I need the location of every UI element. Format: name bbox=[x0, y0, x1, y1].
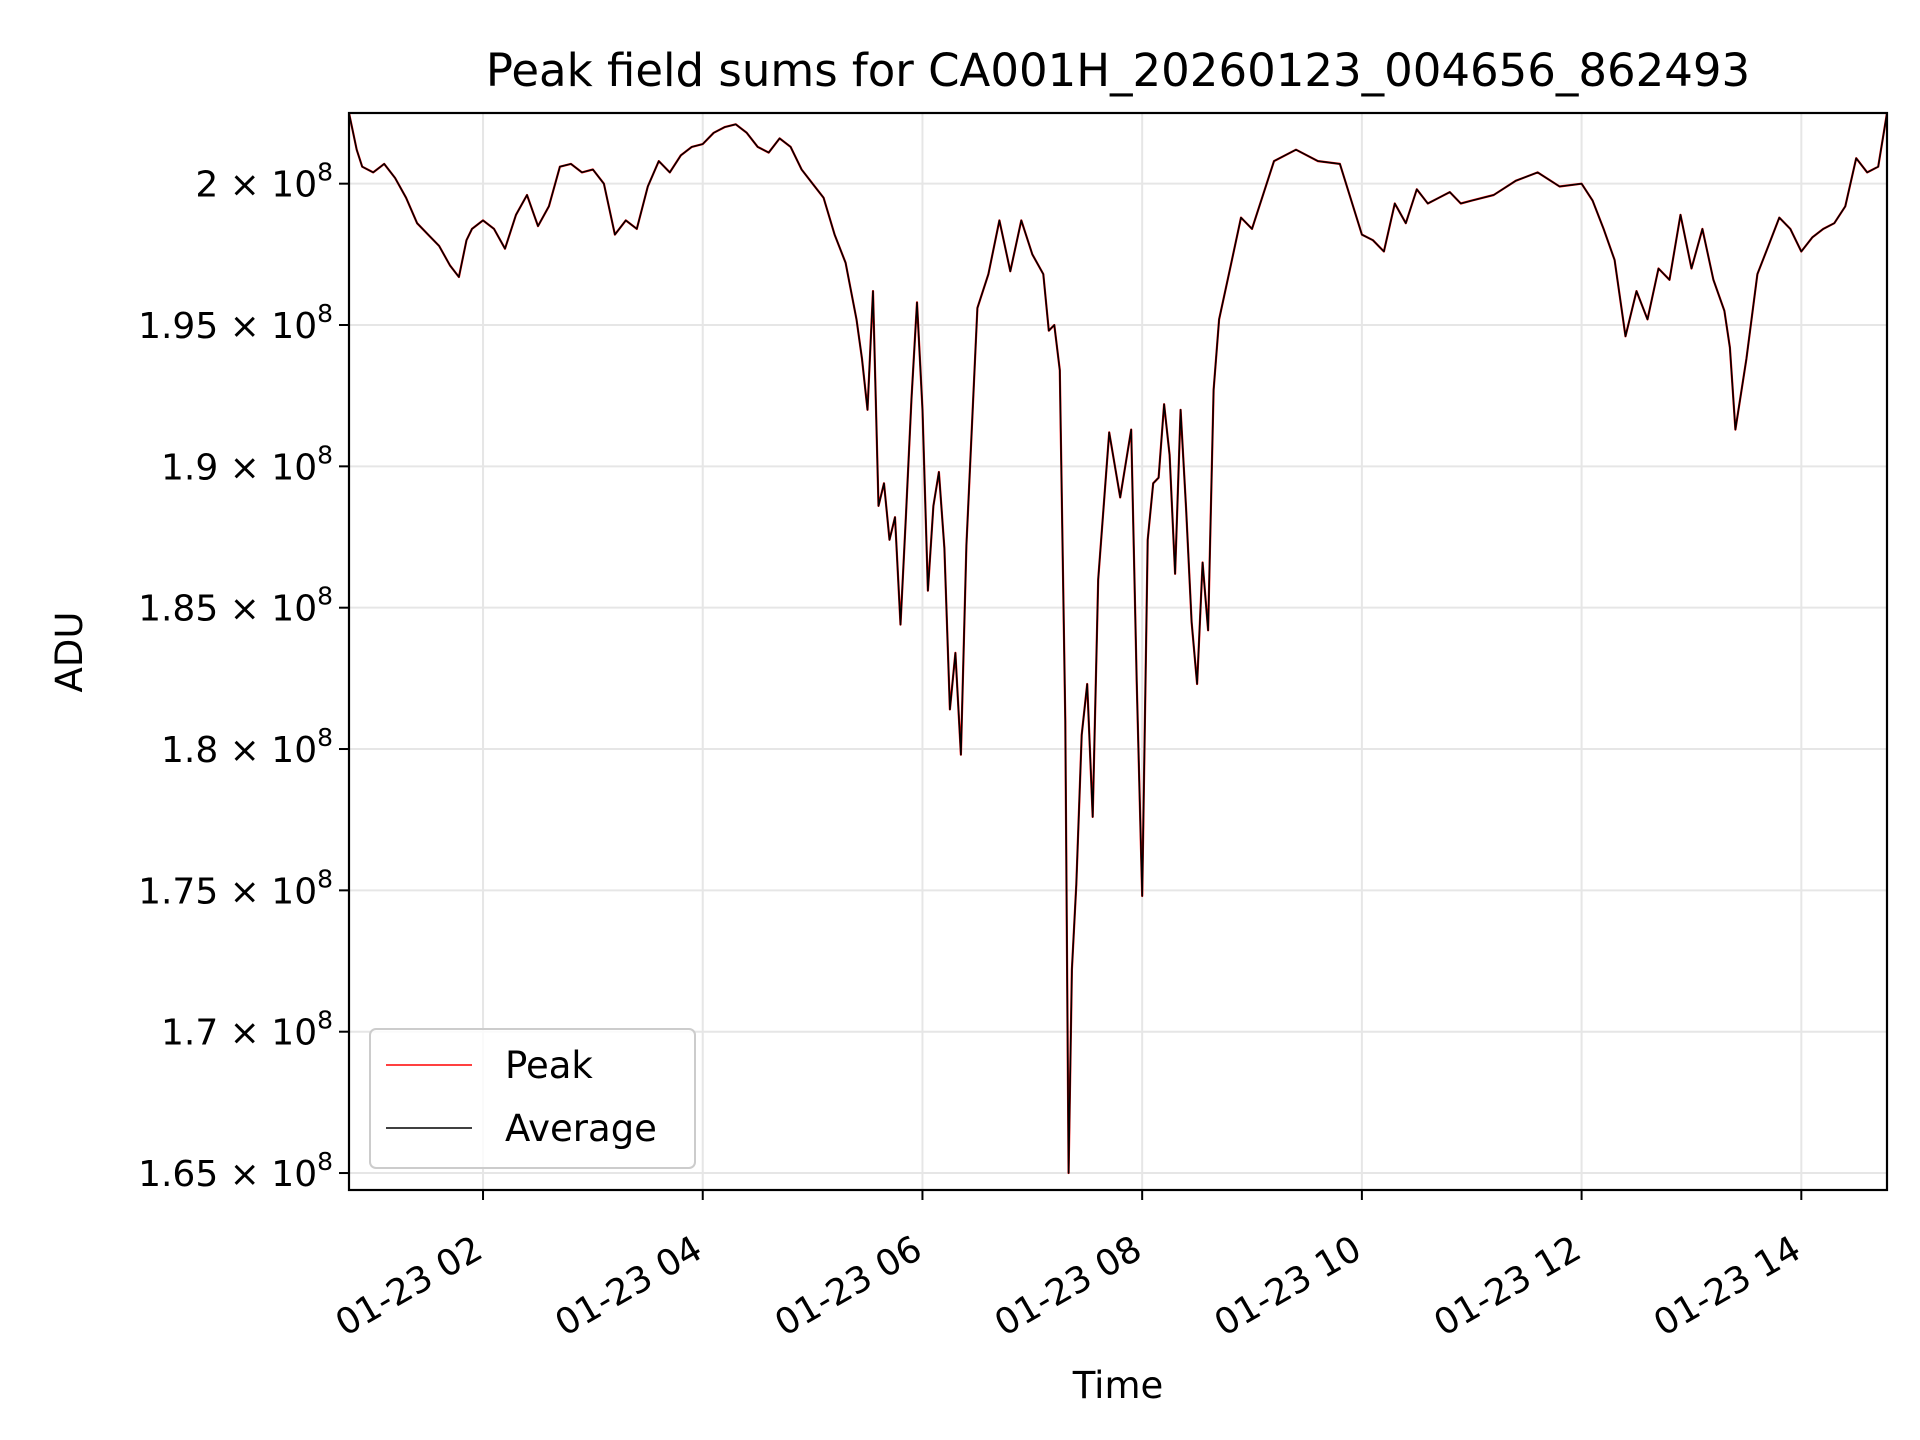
y-tick-label: 1.85 × 108 bbox=[138, 582, 333, 630]
y-tick-exponent: 8 bbox=[317, 582, 333, 611]
legend-peak-label: Peak bbox=[505, 1044, 593, 1087]
y-tick-mantissa: 1.8 bbox=[161, 730, 218, 771]
x-axis-label: Time bbox=[1072, 1364, 1164, 1407]
y-tick-exponent: 8 bbox=[317, 440, 333, 469]
y-tick-mantissa: 2 bbox=[195, 165, 218, 206]
y-tick-label: 1.9 × 108 bbox=[161, 440, 333, 488]
legend-box bbox=[369, 1028, 696, 1169]
y-tick-label: 2 × 108 bbox=[195, 158, 333, 206]
plot-frame bbox=[347, 111, 1889, 1192]
y-tick-label: 1.8 × 108 bbox=[161, 723, 333, 771]
y-tick-label: 1.75 × 108 bbox=[138, 864, 333, 912]
chart-title: Peak field sums for CA001H_20260123_0046… bbox=[486, 44, 1750, 97]
y-tick-exponent: 8 bbox=[317, 1147, 333, 1176]
y-tick-exponent: 8 bbox=[317, 158, 333, 187]
y-tick-mantissa: 1.9 bbox=[161, 447, 218, 488]
y-tick-exponent: 8 bbox=[317, 299, 333, 328]
y-axis-label: ADU bbox=[48, 612, 91, 693]
y-tick-mantissa: 1.95 bbox=[138, 306, 218, 347]
y-tick-mantissa: 1.85 bbox=[138, 589, 218, 630]
y-tick-exponent: 8 bbox=[317, 1006, 333, 1035]
series-line-average bbox=[349, 113, 1887, 1174]
y-tick-label: 1.7 × 108 bbox=[161, 1006, 333, 1054]
legend: Peak Average bbox=[369, 1028, 696, 1169]
y-tick-mantissa: 1.65 bbox=[138, 1154, 218, 1195]
y-tick-exponent: 8 bbox=[317, 723, 333, 752]
legend-average-label: Average bbox=[505, 1107, 657, 1150]
y-tick-mantissa: 1.75 bbox=[138, 871, 218, 912]
y-tick-label: 1.95 × 108 bbox=[138, 299, 333, 347]
y-tick-exponent: 8 bbox=[317, 864, 333, 893]
y-tick-label: 1.65 × 108 bbox=[138, 1147, 333, 1195]
series-layer bbox=[349, 113, 1887, 1175]
y-tick-mantissa: 1.7 bbox=[161, 1013, 218, 1054]
